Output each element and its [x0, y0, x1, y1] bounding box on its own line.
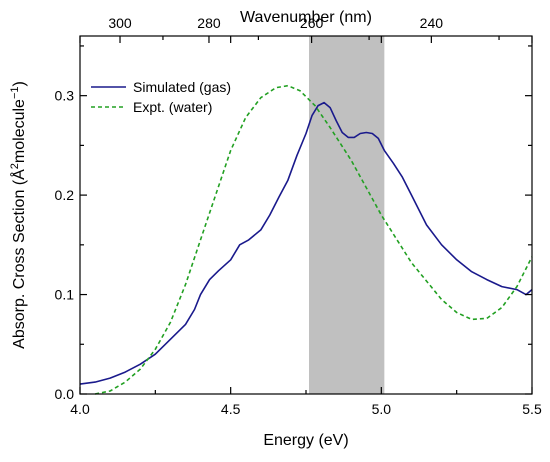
series-line-expt-water — [94, 84, 533, 395]
y-axis-title-sup2: −1 — [9, 87, 21, 100]
y-axis-title-main: Absorp. Cross Section (Å — [9, 169, 28, 349]
top-axis-title: Wavenumber (nm) — [240, 9, 372, 26]
x-tick-label: 5.0 — [372, 401, 392, 417]
legend-label-expt-water: Expt. (water) — [133, 99, 212, 115]
tick-marks — [79, 36, 533, 395]
top-tick-label: 260 — [300, 15, 324, 31]
y-axis-title-end: ) — [11, 81, 28, 86]
y-tick-label: 0.2 — [55, 187, 75, 203]
x-tick-label: 5.5 — [522, 401, 542, 417]
legend: Simulated (gas) Expt. (water) — [91, 79, 231, 115]
legend-label-simulated-gas: Simulated (gas) — [133, 79, 231, 95]
y-tick-label: 0.0 — [55, 386, 75, 402]
top-tick-label: 300 — [108, 15, 132, 31]
x-axis-title: Energy (eV) — [263, 432, 348, 449]
top-tick-label: 280 — [197, 15, 221, 31]
top-tick-labels: 300 280 260 240 — [108, 15, 443, 31]
series-line-simulated-gas — [79, 101, 533, 385]
x-tick-label: 4.0 — [70, 401, 90, 417]
y-axis-title-mid: molecule — [11, 99, 28, 163]
y-tick-label: 0.3 — [55, 88, 75, 104]
y-axis-title: Absorp. Cross Section (Å2molecule−1) — [9, 81, 28, 349]
y-tick-label: 0.1 — [55, 287, 75, 303]
top-tick-label: 240 — [420, 15, 444, 31]
x-tick-labels: 4.0 4.5 5.0 5.5 — [70, 401, 542, 417]
shaded-energy-region — [309, 36, 385, 394]
y-axis-title-sup1: 2 — [9, 163, 21, 169]
plot-content — [79, 36, 533, 395]
y-tick-labels: 0.0 0.1 0.2 0.3 — [55, 88, 75, 402]
x-tick-label: 4.5 — [221, 401, 241, 417]
